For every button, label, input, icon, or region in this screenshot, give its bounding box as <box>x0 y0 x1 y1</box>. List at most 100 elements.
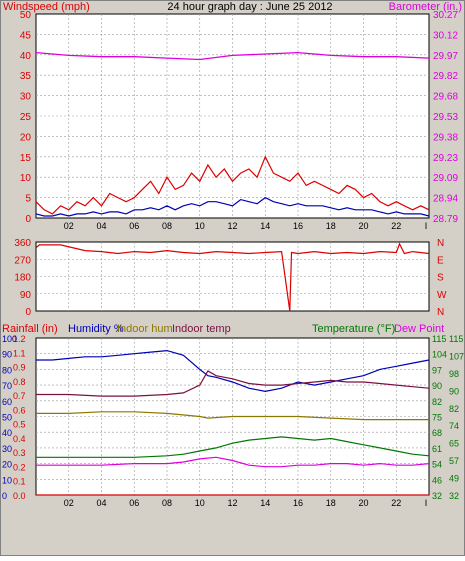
windspeed-tick: 30 <box>20 92 32 103</box>
temperature-tick: 97 <box>432 365 442 375</box>
temperature-tick: 61 <box>432 444 442 454</box>
windspeed-tick: 25 <box>20 112 32 123</box>
rain-hum-temp-x-tick: 14 <box>260 498 270 508</box>
barometer-tick: 28.94 <box>433 194 458 205</box>
legend-indoor-hum: Indoor hum <box>117 323 173 335</box>
rainfall-tick: 0.8 <box>13 377 26 387</box>
rain-hum-temp-x-tick: I <box>425 498 428 508</box>
rainfall-tick: 0.9 <box>13 363 26 373</box>
humidity-tick: 20 <box>2 460 12 470</box>
rainfall-tick: 0.0 <box>13 491 26 501</box>
indoor-temp-line <box>36 370 430 397</box>
dew-point-line <box>36 456 430 468</box>
legend-humidity: Humidity % <box>68 323 124 335</box>
wind-baro-x-tick: 12 <box>227 221 237 231</box>
rain-hum-temp-x-tick: 22 <box>391 498 401 508</box>
windspeed-tick: 45 <box>20 30 32 41</box>
wind-baro-x-tick: 10 <box>195 221 205 231</box>
temperature-tick: 32 <box>432 491 442 501</box>
humidity-tick: 90 <box>2 350 12 360</box>
dew-point-tick: 98 <box>449 369 459 379</box>
windspeed-tick: 20 <box>20 132 32 143</box>
rain-hum-temp-x-tick: 16 <box>293 498 303 508</box>
humidity-tick: 0 <box>2 491 7 501</box>
temperature-tick: 54 <box>432 460 442 470</box>
windspeed-tick: 35 <box>20 71 32 82</box>
compass-tick: N <box>437 307 444 318</box>
chart-title: 24 hour graph day : June 25 2012 <box>167 1 332 13</box>
compass-tick: W <box>437 290 447 301</box>
windspeed-axis-title: Windspeed (mph) <box>3 1 90 13</box>
legend-indoor-temp: Indoor temp <box>172 323 231 335</box>
wind-baro-x-tick: 14 <box>260 221 270 231</box>
humidity-line <box>36 349 430 393</box>
rainfall-tick: 1.1 <box>13 348 26 358</box>
dew-point-tick: 49 <box>449 474 459 484</box>
wind-baro-x-tick: I <box>425 221 428 231</box>
humidity-tick: 60 <box>2 397 12 407</box>
dew-point-tick: 74 <box>449 421 459 431</box>
windspeed-tick: 40 <box>20 51 32 62</box>
humidity-tick: 30 <box>2 444 12 454</box>
rain-hum-temp-x-tick: 10 <box>195 498 205 508</box>
rain-hum-temp-x-tick: 02 <box>64 498 74 508</box>
barometer-tick: 29.97 <box>433 51 458 62</box>
wind-baro-x-tick: 02 <box>64 221 74 231</box>
direction-tick: 0 <box>25 307 31 318</box>
compass-tick: S <box>437 273 444 284</box>
wind-baro-x-tick: 16 <box>293 221 303 231</box>
wind-baro-x-tick: 06 <box>129 221 139 231</box>
dew-point-tick: 65 <box>449 439 459 449</box>
temperature-tick: 75 <box>432 413 442 423</box>
legend-rainfall: Rainfall (in) <box>2 323 58 335</box>
temperature-tick: 115 <box>432 334 446 344</box>
direction-tick: 90 <box>20 290 32 301</box>
rain-hum-temp-x-tick: 12 <box>227 498 237 508</box>
temperature-tick: 82 <box>432 397 442 407</box>
rain-hum-temp-x-tick: 20 <box>358 498 368 508</box>
wind-baro-x-tick: 18 <box>326 221 336 231</box>
humidity-tick: 40 <box>2 428 12 438</box>
humidity-tick: 10 <box>2 475 12 485</box>
humidity-tick: 100 <box>2 334 17 344</box>
dew-point-tick: 115 <box>449 334 463 344</box>
direction-tick: 270 <box>14 255 31 266</box>
legend-temperature: Temperature (°F) <box>312 323 395 335</box>
barometer-tick: 29.38 <box>433 132 458 143</box>
rainfall-tick: 0.4 <box>13 434 26 444</box>
rain-hum-temp-x-tick: 06 <box>129 498 139 508</box>
barometer-axis-title: Barometer (in.) <box>389 1 462 13</box>
rainfall-tick: 0.2 <box>13 462 26 472</box>
barometer-tick: 30.12 <box>433 30 458 41</box>
windspeed-tick: 15 <box>20 153 32 164</box>
temperature-line <box>36 436 430 458</box>
rainfall-tick: 0.5 <box>13 420 26 430</box>
dew-point-tick: 32 <box>449 491 459 501</box>
barometer-tick: 29.09 <box>433 173 458 184</box>
temperature-tick: 104 <box>432 350 447 360</box>
wind-avg-line <box>35 196 430 217</box>
windspeed-tick: 50 <box>20 10 32 21</box>
temperature-tick: 68 <box>432 428 442 438</box>
temperature-tick: 46 <box>432 475 442 485</box>
rainfall-tick: 0.1 <box>13 477 26 487</box>
barometer-tick: 29.23 <box>433 153 458 164</box>
temperature-tick: 90 <box>432 381 442 391</box>
indoor-hum-line <box>36 411 429 421</box>
wind-baro-x-tick: 20 <box>358 221 368 231</box>
direction-tick: 360 <box>14 238 31 249</box>
barometer-tick: 28.79 <box>433 214 458 225</box>
rainfall-tick: 1.2 <box>13 334 26 344</box>
humidity-tick: 50 <box>2 413 12 423</box>
direction-tick: 180 <box>14 273 31 284</box>
compass-tick: N <box>437 238 444 249</box>
humidity-tick: 80 <box>2 365 12 375</box>
dew-point-tick: 107 <box>449 351 464 361</box>
rain-hum-temp-x-tick: 04 <box>96 498 106 508</box>
barometer-tick: 29.82 <box>433 71 458 82</box>
rainfall-tick: 0.7 <box>13 391 26 401</box>
barometer-tick: 29.53 <box>433 112 458 123</box>
rainfall-tick: 0.3 <box>13 448 26 458</box>
humidity-tick: 70 <box>2 381 12 391</box>
